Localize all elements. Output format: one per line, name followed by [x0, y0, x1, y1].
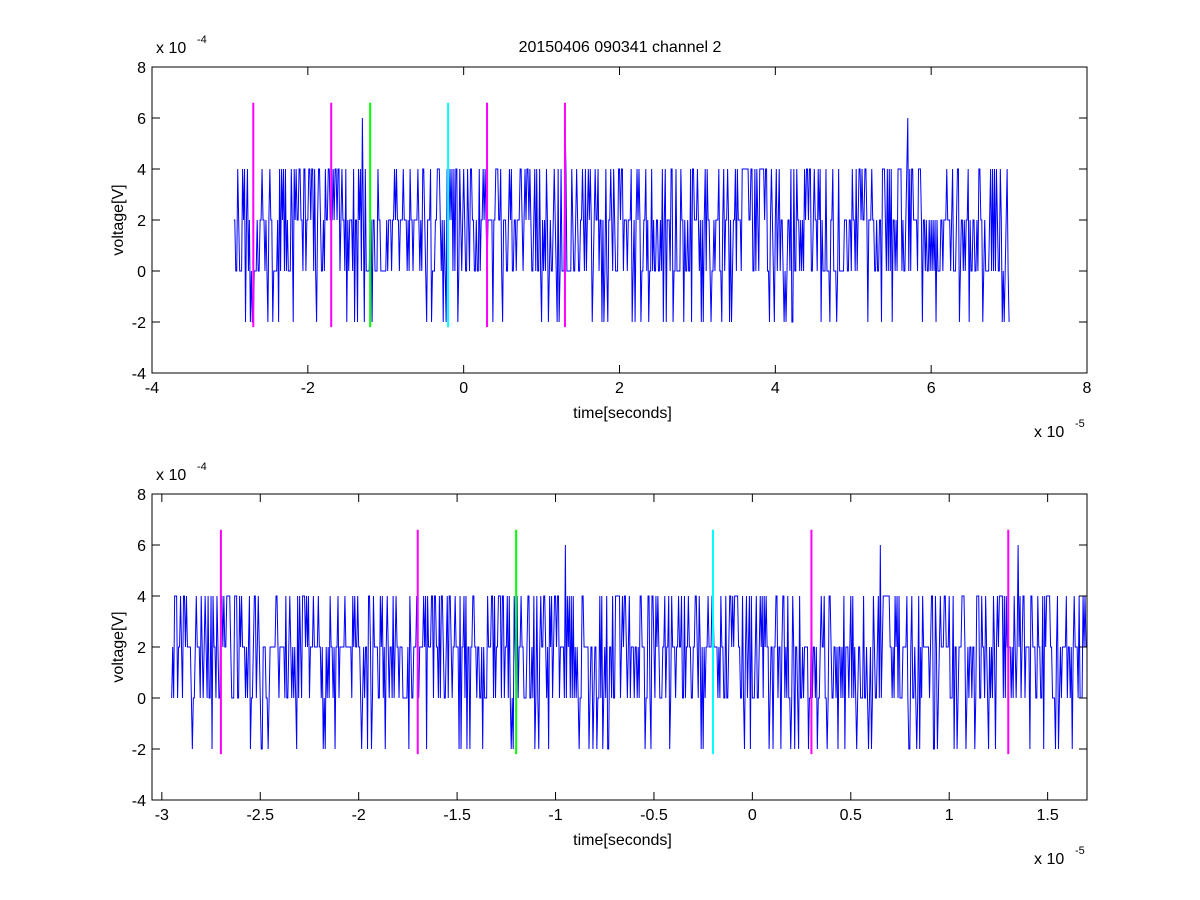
- y-tick-label: -2: [132, 742, 146, 759]
- x-axis-label: time[seconds]: [573, 832, 672, 849]
- y-axis-label: voltage[V]: [110, 184, 127, 255]
- x-tick-label: -2: [352, 807, 366, 824]
- x-tick-label: 6: [927, 380, 936, 397]
- y-tick-label: 2: [137, 213, 146, 230]
- y-exponent-power: -4: [197, 34, 207, 46]
- y-tick-label: 0: [137, 264, 146, 281]
- top-axes: -4 -2 0 2 4 6 8 -4 -2 0 2 4 6 8 time[seconds] voltage[V…: [110, 34, 1092, 441]
- y-tick-label: -4: [132, 793, 146, 810]
- y-tick-label: 6: [137, 538, 146, 555]
- x-tick-label: 1.5: [1037, 807, 1059, 824]
- signal-series-line: [171, 544, 1087, 750]
- y-exponent-label: x 10: [156, 40, 186, 57]
- y-tick-label: 4: [137, 589, 146, 606]
- bottom-axes: -3 -2.5 -2 -1.5 -1 -0.5 0 0.5 1 1.5 -4 -2 0 2 4 6 8 time[…: [110, 461, 1088, 868]
- x-tick-label: 2: [615, 380, 624, 397]
- x-tick-label: -0.5: [640, 807, 668, 824]
- x-tick-label: -2: [301, 380, 315, 397]
- x-exponent-label: x 10: [1034, 424, 1064, 441]
- y-tick-label: 2: [137, 640, 146, 657]
- x-tick-label: 1: [945, 807, 954, 824]
- x-exponent-power: -5: [1075, 845, 1085, 857]
- x-exponent-power: -5: [1075, 418, 1085, 430]
- x-tick-label: 8: [1083, 380, 1092, 397]
- x-tick-label: -1.5: [443, 807, 471, 824]
- x-tick-label: -1: [548, 807, 562, 824]
- y-tick-label: 6: [137, 111, 146, 128]
- y-tick-label: 8: [137, 60, 146, 77]
- y-tick-label: -4: [132, 366, 146, 383]
- x-tick-label: -2.5: [246, 807, 274, 824]
- x-tick-label: 4: [771, 380, 780, 397]
- y-axis-label: voltage[V]: [110, 611, 127, 682]
- x-exponent-label: x 10: [1034, 851, 1064, 868]
- signal-series-line: [233, 117, 1010, 323]
- y-exponent-label: x 10: [156, 467, 186, 484]
- y-tick-label: 4: [137, 162, 146, 179]
- x-tick-label: -3: [155, 807, 169, 824]
- y-exponent-power: -4: [197, 461, 207, 473]
- figure-title: 20150406 090341 channel 2: [519, 39, 722, 56]
- x-tick-label: 0: [459, 380, 468, 397]
- y-tick-label: 0: [137, 691, 146, 708]
- x-tick-label: 0.5: [840, 807, 862, 824]
- y-tick-label: -2: [132, 315, 146, 332]
- x-tick-label: 0: [748, 807, 757, 824]
- y-tick-label: 8: [137, 487, 146, 504]
- x-tick-label: -4: [145, 380, 159, 397]
- x-axis-label: time[seconds]: [573, 405, 672, 422]
